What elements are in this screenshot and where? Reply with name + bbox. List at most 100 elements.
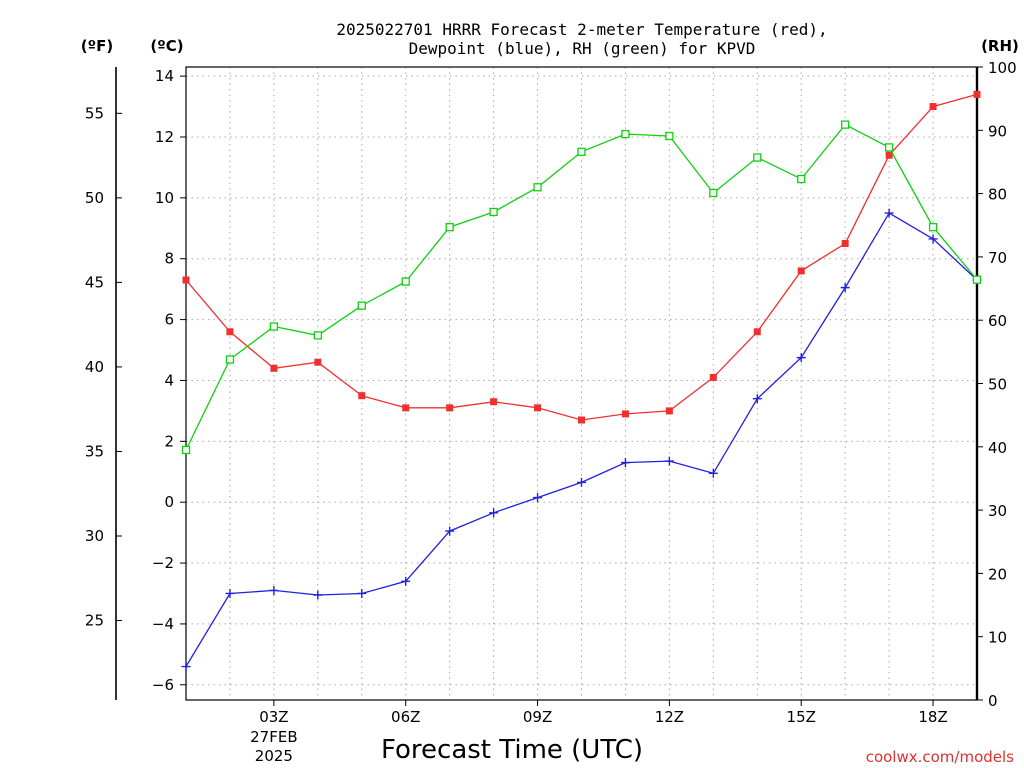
x-axis-title: Forecast Time (UTC) [381, 735, 643, 765]
rh-series [181, 120, 982, 455]
chart-title-line-1: 2025022701 HRRR Forecast 2-meter Tempera… [336, 20, 827, 39]
rh-point [753, 153, 762, 162]
rh-point [928, 222, 938, 232]
temperature-point [226, 328, 234, 336]
dewpoint-point [708, 468, 718, 478]
rh-point [621, 129, 630, 139]
rh-point [489, 207, 498, 217]
rh-point [577, 147, 586, 156]
rh-point [841, 120, 850, 129]
celsius-tick-label: −2 [152, 554, 174, 572]
dewpoint-point [664, 456, 674, 466]
celsius-unit-label: (ºC) [150, 37, 183, 55]
temperature-point [665, 407, 673, 415]
series-layer [181, 90, 982, 672]
x-tick-label: 03Z [259, 708, 288, 726]
dewpoint-point [928, 234, 938, 244]
credit-link[interactable]: coolwx.com/models [866, 748, 1014, 766]
temperature-point [490, 398, 498, 406]
rh-point [401, 277, 410, 286]
rh-point [269, 322, 279, 331]
temperature-series [182, 90, 981, 424]
dewpoint-point [401, 576, 411, 586]
celsius-tick-label: 8 [164, 250, 174, 268]
chart-title-line-2: Dewpoint (blue), RH (green) for KPVD [409, 39, 756, 58]
rh-unit-label: (RH) [981, 37, 1019, 55]
rh-tick-label: 50 [988, 376, 1007, 394]
fahrenheit-tick-label: 35 [85, 442, 104, 460]
temperature-point [314, 358, 322, 366]
fahrenheit-tick-label: 25 [85, 612, 104, 630]
x-tick-label: 12Z [655, 708, 684, 726]
rh-point [445, 222, 454, 232]
fahrenheit-tick-label: 55 [85, 104, 104, 122]
dewpoint-point [840, 283, 850, 293]
celsius-tick-label: 4 [164, 371, 174, 389]
dewpoint-line [185, 212, 978, 667]
temperature-point [973, 90, 981, 98]
rh-point [357, 301, 366, 310]
dewpoint-point [620, 458, 630, 468]
grid-layer [186, 67, 977, 700]
x-date-label: 27FEB [250, 728, 297, 746]
dewpoint-series [181, 208, 982, 672]
fahrenheit-tick-label: 30 [85, 527, 104, 545]
rh-point [884, 143, 894, 152]
rh-tick-label: 20 [988, 565, 1007, 583]
celsius-tick-label: −4 [152, 615, 174, 633]
rh-point [665, 131, 674, 141]
celsius-tick-label: 0 [164, 493, 174, 511]
celsius-tick-label: −6 [152, 676, 174, 694]
dewpoint-point [445, 526, 455, 536]
rh-point [313, 331, 322, 340]
celsius-tick-label: 2 [164, 432, 174, 450]
rh-tick-label: 0 [988, 692, 998, 710]
temperature-point [446, 404, 454, 412]
x-year-label: 2025 [255, 747, 293, 765]
rh-tick-label: 70 [988, 249, 1007, 267]
rh-point [709, 188, 718, 198]
temperature-point [841, 240, 849, 248]
rh-point [181, 445, 191, 455]
fahrenheit-unit-label: (ºF) [81, 37, 113, 55]
celsius-tick-label: 10 [155, 189, 174, 207]
celsius-tick-label: 6 [164, 311, 174, 329]
temperature-point [358, 392, 366, 400]
temperature-point [270, 364, 278, 372]
temperature-point [709, 373, 717, 381]
x-tick-label: 09Z [523, 708, 552, 726]
celsius-axis: 14 12 10 8 6 4 2 0 −2 −4 −6 [152, 67, 186, 694]
temperature-point [534, 404, 542, 412]
fahrenheit-tick-label: 50 [85, 189, 104, 207]
x-tick-label: 18Z [918, 708, 947, 726]
rh-point [533, 183, 542, 192]
temperature-point [182, 276, 190, 284]
dewpoint-point [489, 508, 499, 518]
temperature-point [753, 328, 761, 336]
temperature-point [578, 416, 585, 424]
rh-point [972, 275, 982, 284]
rh-tick-label: 100 [988, 59, 1017, 77]
x-tick-label: 15Z [787, 708, 816, 726]
temperature-point [402, 404, 410, 412]
dewpoint-point [533, 493, 543, 503]
temperature-point [929, 103, 937, 111]
dewpoint-point [181, 662, 191, 672]
dewpoint-point [577, 477, 586, 487]
celsius-tick-label: 12 [155, 128, 174, 146]
temperature-line [185, 93, 978, 421]
dewpoint-point [313, 590, 323, 600]
x-tick-label: 06Z [391, 708, 420, 726]
rh-tick-label: 40 [988, 439, 1007, 457]
fahrenheit-axis: 55 50 45 40 35 30 25 [85, 104, 122, 630]
rh-tick-label: 80 [988, 186, 1007, 204]
fahrenheit-tick-label: 45 [85, 273, 104, 291]
dewpoint-point [225, 588, 235, 598]
dewpoint-point [752, 394, 762, 404]
dewpoint-point [796, 353, 806, 363]
rh-point [797, 174, 806, 184]
dewpoint-point [357, 588, 367, 598]
